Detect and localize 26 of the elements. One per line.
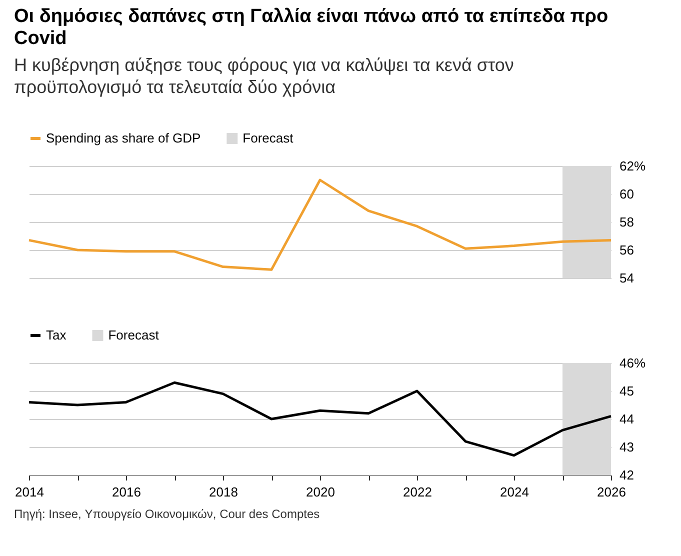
y-tick-label: 43	[620, 440, 634, 454]
y-tick-label: 46%	[620, 356, 646, 370]
x-tick-label: 2014	[15, 484, 44, 500]
line-series	[28, 381, 612, 457]
y-tick-label: 62%	[620, 158, 646, 174]
x-tick-label: 2018	[209, 484, 238, 500]
y-tick-label: 42	[620, 468, 634, 482]
line-series	[28, 178, 612, 271]
legend-label: Forecast	[242, 130, 294, 146]
y-tick-label: 44	[620, 412, 634, 426]
y-tick-label: 58	[620, 214, 634, 230]
y-tick-label: 56	[620, 242, 634, 258]
text: Πηγή: Insee, Υπουργείο Οικονομικών, Cour des Comptes	[14, 507, 321, 521]
chart-title: Οι δημόσιες δαπάνες στη Γαλλία είναι πάνω από τα επίπεδα προ Covid	[14, 6, 610, 50]
y-tick-label: 45	[620, 384, 634, 398]
y-tick-label: 54	[620, 270, 634, 286]
legend-label: Forecast	[108, 328, 160, 342]
x-tick-label: 2020	[306, 484, 335, 500]
x-tick-label: 2024	[500, 484, 529, 500]
x-tick-label: 2016	[112, 484, 141, 500]
x-tick-label: 2022	[403, 484, 432, 500]
x-tick-label: 2026	[597, 484, 626, 500]
legend-label: Tax	[46, 328, 67, 342]
legend-label: Spending as share of GDP	[46, 130, 201, 146]
chart-subtitle: Η κυβέρνηση αύξησε τους φόρους για να καλύψει τα κενά στον προϋπολογισμό τα τελευταία δύο χρόνια	[14, 54, 515, 98]
y-tick-label: 60	[620, 186, 634, 202]
